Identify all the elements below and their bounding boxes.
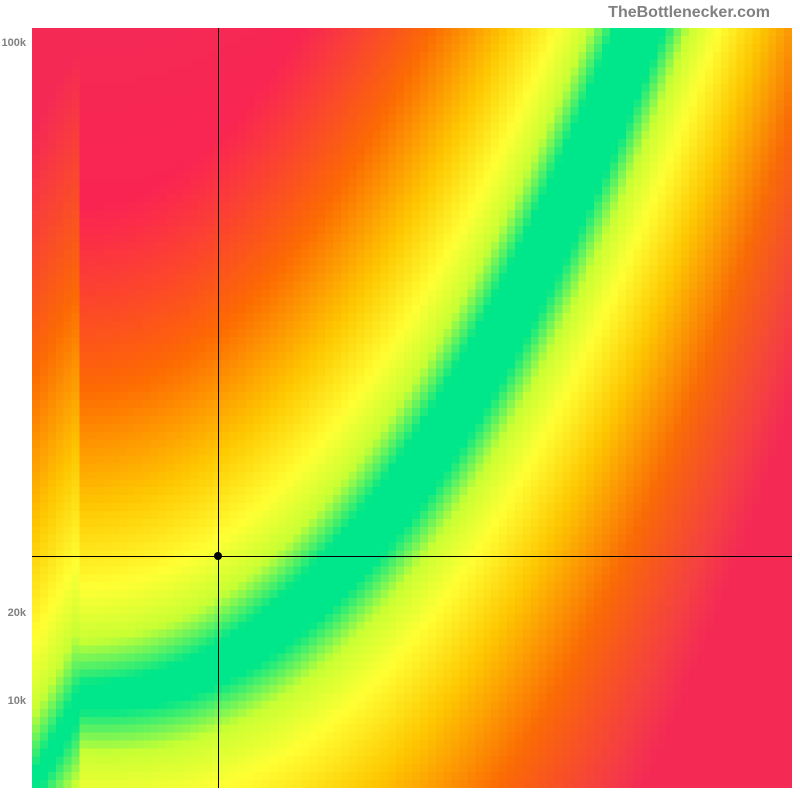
y-tick-label: 100k: [2, 37, 26, 49]
watermark-text: TheBottlenecker.com: [608, 4, 770, 22]
y-tick-label: 20k: [8, 607, 26, 619]
heatmap-chart: [32, 28, 792, 788]
crosshair-horizontal: [32, 556, 792, 557]
y-axis-labels: 10k 20k 100k: [0, 0, 28, 800]
y-tick-label: 10k: [8, 695, 26, 707]
marker-point: [214, 552, 222, 560]
crosshair-vertical: [218, 28, 219, 788]
